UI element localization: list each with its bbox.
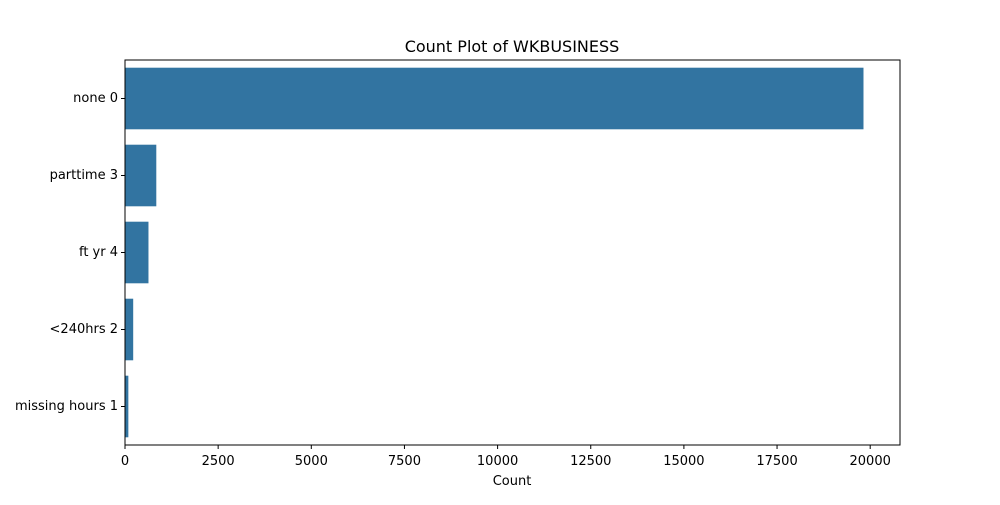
x-tick-label: 15000 (663, 454, 704, 469)
x-axis-label: Count (493, 474, 532, 489)
x-tick-label: 2500 (202, 454, 235, 469)
bar (125, 298, 134, 361)
x-tick-label: 10000 (477, 454, 518, 469)
bar (125, 144, 157, 207)
y-tick-label: <240hrs 2 (50, 322, 118, 337)
bar (125, 375, 129, 438)
plot-frame (124, 59, 901, 446)
bar (125, 221, 149, 284)
y-tick-label: missing hours 1 (15, 399, 118, 414)
y-tick-label: ft yr 4 (79, 245, 118, 260)
x-tick-label: 7500 (388, 454, 421, 469)
x-tick-label: 17500 (756, 454, 797, 469)
x-tick-label: 20000 (850, 454, 891, 469)
y-tick-label: none 0 (73, 91, 118, 106)
x-tick-label: 0 (121, 454, 129, 469)
chart-title: Count Plot of WKBUSINESS (405, 37, 620, 56)
bar (125, 67, 864, 130)
y-tick-label: parttime 3 (50, 168, 118, 183)
x-tick-label: 12500 (570, 454, 611, 469)
x-tick-label: 5000 (295, 454, 328, 469)
